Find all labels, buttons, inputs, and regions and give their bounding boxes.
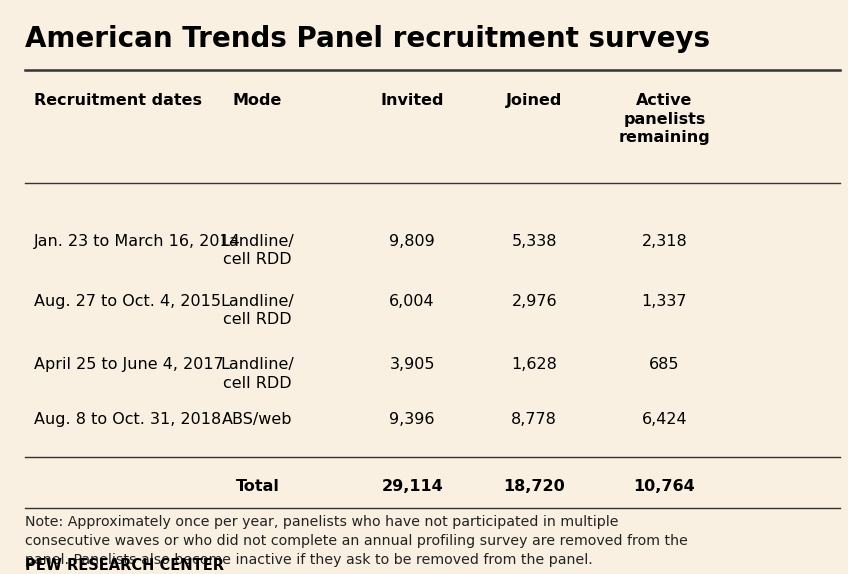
Text: PEW RESEARCH CENTER: PEW RESEARCH CENTER xyxy=(25,558,225,573)
Text: 6,004: 6,004 xyxy=(389,294,435,309)
Text: 2,976: 2,976 xyxy=(511,294,557,309)
Text: Landline/
cell RDD: Landline/ cell RDD xyxy=(220,357,294,391)
Text: 1,337: 1,337 xyxy=(642,294,687,309)
Text: Total: Total xyxy=(236,479,279,494)
Text: American Trends Panel recruitment surveys: American Trends Panel recruitment survey… xyxy=(25,25,711,53)
Text: April 25 to June 4, 2017: April 25 to June 4, 2017 xyxy=(34,357,223,373)
Text: Jan. 23 to March 16, 2014: Jan. 23 to March 16, 2014 xyxy=(34,234,241,249)
Text: 9,809: 9,809 xyxy=(389,234,435,249)
Text: 1,628: 1,628 xyxy=(511,357,557,373)
Text: 9,396: 9,396 xyxy=(389,412,435,427)
Text: Recruitment dates: Recruitment dates xyxy=(34,93,202,108)
Text: 2,318: 2,318 xyxy=(642,234,688,249)
Text: ABS/web: ABS/web xyxy=(222,412,293,427)
Text: Aug. 8 to Oct. 31, 2018: Aug. 8 to Oct. 31, 2018 xyxy=(34,412,220,427)
Text: Landline/
cell RDD: Landline/ cell RDD xyxy=(220,294,294,327)
Text: Aug. 27 to Oct. 4, 2015: Aug. 27 to Oct. 4, 2015 xyxy=(34,294,220,309)
Text: Landline/
cell RDD: Landline/ cell RDD xyxy=(220,234,294,267)
Text: 18,720: 18,720 xyxy=(504,479,565,494)
Text: 685: 685 xyxy=(650,357,680,373)
Text: 8,778: 8,778 xyxy=(511,412,557,427)
Text: Active
panelists
remaining: Active panelists remaining xyxy=(619,93,711,145)
Text: 10,764: 10,764 xyxy=(633,479,695,494)
Text: Invited: Invited xyxy=(381,93,444,108)
Text: Joined: Joined xyxy=(506,93,562,108)
Text: Mode: Mode xyxy=(232,93,282,108)
Text: 5,338: 5,338 xyxy=(511,234,557,249)
Text: Note: Approximately once per year, panelists who have not participated in multip: Note: Approximately once per year, panel… xyxy=(25,515,689,567)
Text: 3,905: 3,905 xyxy=(389,357,435,373)
Text: 6,424: 6,424 xyxy=(642,412,688,427)
Text: 29,114: 29,114 xyxy=(382,479,443,494)
